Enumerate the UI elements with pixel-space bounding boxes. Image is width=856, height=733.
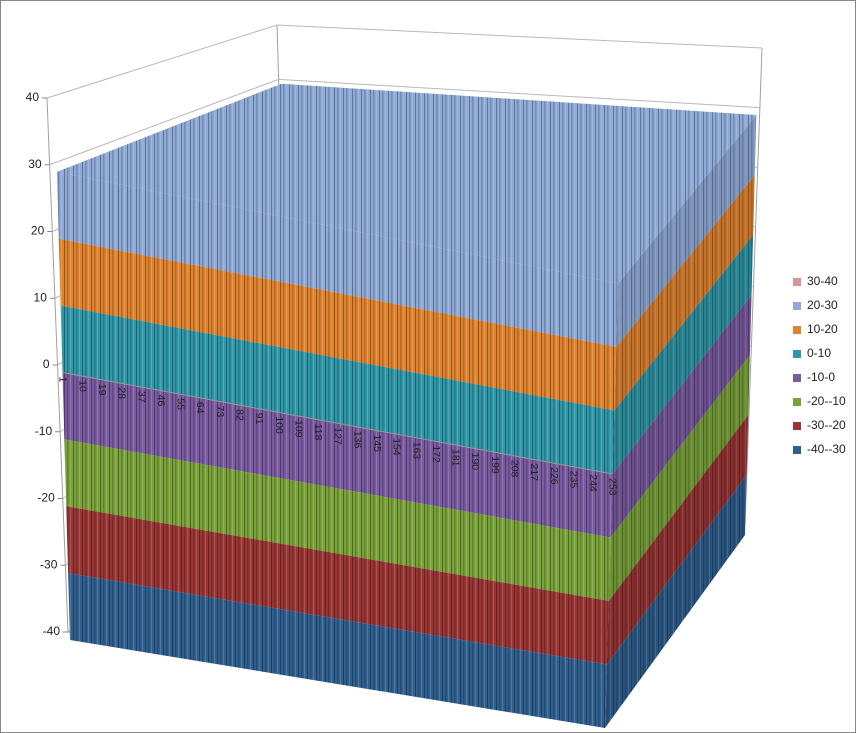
surface-band-texture: [68, 573, 607, 728]
surface-band-texture: [610, 295, 752, 538]
surface-band-texture: [606, 415, 749, 665]
x-tick-label: 235: [567, 471, 579, 489]
surface-band-texture: [66, 506, 609, 665]
x-tick-label: 190: [469, 453, 481, 471]
surface-band-texture: [612, 235, 754, 474]
surface-band-side-shade: [610, 295, 752, 538]
surface-band-texture: [62, 372, 613, 538]
surface-top-texture: [56, 83, 757, 284]
x-tick-label: 145: [371, 435, 383, 453]
surface-band-texture: [64, 439, 611, 601]
x-tick-label: 19: [96, 384, 108, 396]
legend-label: -10-0: [807, 370, 835, 384]
legend-label: 0-10: [807, 346, 831, 360]
x-tick-label: 46: [155, 395, 167, 407]
surface-band-texture: [614, 175, 755, 411]
legend-label: -20--10: [807, 394, 846, 408]
surface-band-side-shade: [605, 475, 747, 728]
surface-band-side-shade: [606, 415, 749, 665]
surface-band-texture: [56, 171, 619, 347]
x-tick-label: 136: [351, 431, 363, 449]
legend-swatch: [793, 398, 801, 406]
x-tick-label: 172: [430, 445, 442, 463]
grid-line: [49, 78, 760, 166]
surface-band-texture: [605, 475, 747, 728]
x-tick-label: 91: [253, 413, 265, 425]
surface-band-side-shade: [616, 115, 757, 347]
z-tick-label: -20: [37, 491, 55, 505]
grid-line: [46, 24, 763, 99]
legend-label: 20-30: [807, 298, 838, 312]
x-tick-label: 127: [332, 427, 344, 445]
x-tick-label: 208: [509, 460, 521, 478]
surface-band-texture: [616, 115, 757, 347]
x-tick-label: 163: [410, 442, 422, 460]
z-tick-label: 20: [31, 224, 45, 238]
legend-label: -30--20: [807, 418, 846, 432]
legend-swatch: [793, 350, 801, 358]
surface-band-side-shade: [612, 235, 754, 474]
legend-swatch: [793, 446, 801, 454]
z-tick-label: -10: [35, 424, 53, 438]
x-tick-label: 244: [587, 474, 599, 492]
x-tick-label: 1: [57, 377, 69, 383]
x-tick-label: 100: [273, 416, 285, 434]
surface-band-texture: [60, 305, 615, 474]
surface-band-texture: [58, 238, 617, 411]
z-tick-label: 40: [26, 90, 40, 104]
x-tick-label: 109: [292, 420, 304, 438]
legend-swatch: [793, 302, 801, 310]
x-tick-label: 199: [489, 456, 501, 474]
z-tick-label: 30: [28, 157, 42, 171]
x-tick-label: 55: [175, 398, 187, 410]
surface-band-side-shade: [608, 355, 750, 601]
legend-swatch: [793, 374, 801, 382]
x-tick-label: 226: [548, 467, 560, 485]
legend-swatch: [793, 422, 801, 430]
legend-label: 30-40: [807, 274, 838, 288]
x-tick-label: 217: [528, 464, 540, 482]
x-tick-label: 82: [234, 409, 246, 421]
legend-swatch: [793, 278, 801, 286]
legend-label: -40--30: [807, 442, 846, 456]
z-tick-label: -30: [40, 557, 58, 571]
x-tick-label: 10: [76, 380, 88, 392]
surface-band-side-shade: [614, 175, 755, 411]
x-tick-label: 28: [116, 387, 128, 399]
x-tick-label: 37: [135, 391, 147, 403]
x-tick-label: 118: [312, 424, 324, 441]
z-tick-label: -40: [43, 624, 61, 638]
x-tick-label: 64: [194, 402, 206, 414]
category-axis-line: [62, 372, 613, 475]
legend-label: 10-20: [807, 322, 838, 336]
x-tick-label: 154: [391, 438, 403, 456]
surface-band-texture: [608, 355, 750, 601]
x-tick-label: 253: [607, 478, 619, 496]
z-tick-label: 10: [34, 290, 48, 304]
z-tick-label: 0: [43, 357, 50, 371]
x-tick-label: 181: [450, 449, 462, 467]
x-tick-label: 73: [214, 406, 226, 418]
legend-swatch: [793, 326, 801, 334]
